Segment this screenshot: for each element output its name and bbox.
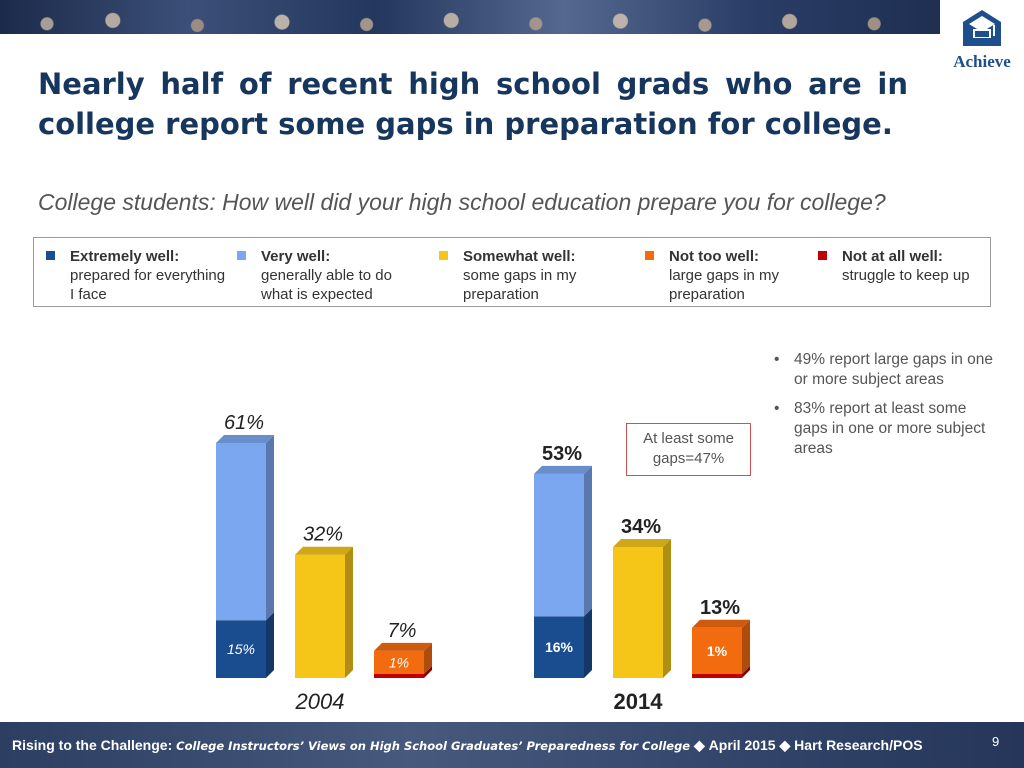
segment-data-label: 1%: [389, 654, 409, 670]
key-findings-list: 49% report large gaps in one or more sub…: [772, 350, 1002, 468]
legend-swatch: [237, 251, 246, 260]
logo-emblem-icon: [963, 10, 1001, 46]
legend-item-extremely-well: Extremely well: prepared for everything …: [46, 247, 230, 304]
bar-total-label: 34%: [621, 516, 661, 538]
bar-top-face: [216, 435, 274, 443]
bar-segment-side: [663, 539, 671, 678]
legend-item-somewhat-well: Somewhat well: some gaps in my preparati…: [439, 247, 623, 304]
legend-title: Somewhat well:: [463, 248, 576, 265]
bar-segment: [534, 473, 584, 617]
bar-segment: [374, 674, 424, 678]
finding-large-gaps: 49% report large gaps in one or more sub…: [772, 350, 1002, 390]
legend-swatch: [818, 251, 827, 260]
legend: Extremely well: prepared for everything …: [33, 237, 991, 307]
bar-segment: [295, 554, 345, 678]
footer-separator: ◆: [694, 737, 705, 753]
bar-segment-side: [584, 608, 592, 678]
legend-swatch: [46, 251, 55, 260]
bar-segment-side: [266, 435, 274, 621]
legend-description: large gaps in my preparation: [669, 267, 780, 303]
legend-description: some gaps in my preparation: [463, 267, 577, 303]
header-photo-band: [0, 0, 940, 34]
bar-segment-side: [345, 546, 353, 678]
gaps-callout-box: At least some gaps=47%: [626, 423, 751, 476]
bar-total-label: 53%: [542, 443, 582, 465]
bar-segment: [216, 620, 266, 678]
preparation-bar-chart: 15% 61% 32% 1% 7% 2004 16% 53% 34% 1% 13% 2014: [216, 412, 750, 714]
segment-data-label: 15%: [227, 641, 255, 657]
bar-segment: [692, 674, 742, 678]
segment-data-label: 16%: [545, 639, 574, 655]
footer-separator: ◆: [779, 737, 791, 753]
footer-date: April 2015: [708, 737, 776, 753]
bar-segment-side: [742, 619, 750, 674]
graduates-photo: [0, 0, 940, 34]
bar-segment-side: [266, 612, 274, 678]
legend-description: prepared for everything I face: [70, 267, 226, 303]
bar-segment: [613, 547, 663, 678]
bar-top-face: [613, 539, 671, 548]
bar-segment: [374, 650, 424, 674]
survey-question: College students: How well did your high…: [38, 189, 886, 215]
page-title: Nearly half of recent high school grads …: [38, 67, 908, 141]
bar-segment: [216, 443, 266, 621]
segment-data-label: 1%: [707, 643, 728, 659]
logo-wordmark: Achieve: [953, 52, 1011, 71]
bar-segment: [692, 627, 742, 674]
footer-source: Hart Research/POS: [794, 737, 923, 753]
footer-citation: Rising to the Challenge: College Instruc…: [12, 737, 923, 754]
legend-title: Extremely well:: [70, 248, 180, 265]
legend-swatch: [645, 251, 654, 260]
legend-description: generally able to do what is expected: [261, 267, 392, 303]
legend-description: struggle to keep up: [842, 267, 970, 284]
bar-segment-side: [742, 666, 750, 678]
bar-segment-side: [424, 666, 432, 678]
bar-segment-side: [584, 465, 592, 617]
finding-some-gaps: 83% report at least some gaps in one or …: [772, 399, 1002, 459]
bar-total-label: 13%: [700, 597, 740, 619]
bar-total-label: 7%: [388, 620, 417, 642]
legend-item-not-at-all-well: Not at all well: struggle to keep up: [818, 247, 1002, 285]
legend-title: Not at all well:: [842, 248, 943, 265]
bar-total-label: 32%: [303, 524, 343, 546]
legend-item-not-too-well: Not too well: large gaps in my preparati…: [645, 247, 829, 304]
footer-report-title: College Instructors’ Views on High Schoo…: [176, 739, 691, 753]
bar-top-face: [295, 546, 353, 555]
bar-segment: [534, 616, 584, 678]
category-axis-label: 2014: [614, 689, 664, 714]
legend-title: Very well:: [261, 248, 331, 265]
bar-top-face: [534, 465, 592, 474]
bar-total-label: 61%: [224, 412, 264, 434]
legend-swatch: [439, 251, 448, 260]
achieve-logo: Achieve: [944, 8, 1020, 76]
bar-segment-side: [424, 642, 432, 674]
bar-top-face: [374, 642, 432, 651]
legend-item-very-well: Very well: generally able to do what is …: [237, 247, 421, 304]
footer-lead: Rising to the Challenge:: [12, 737, 173, 753]
footer-bar: Rising to the Challenge: College Instruc…: [0, 722, 1024, 768]
page-number: 9: [992, 734, 1000, 749]
legend-title: Not too well:: [669, 248, 759, 265]
bar-top-face: [692, 619, 750, 628]
category-axis-label: 2004: [295, 689, 345, 714]
